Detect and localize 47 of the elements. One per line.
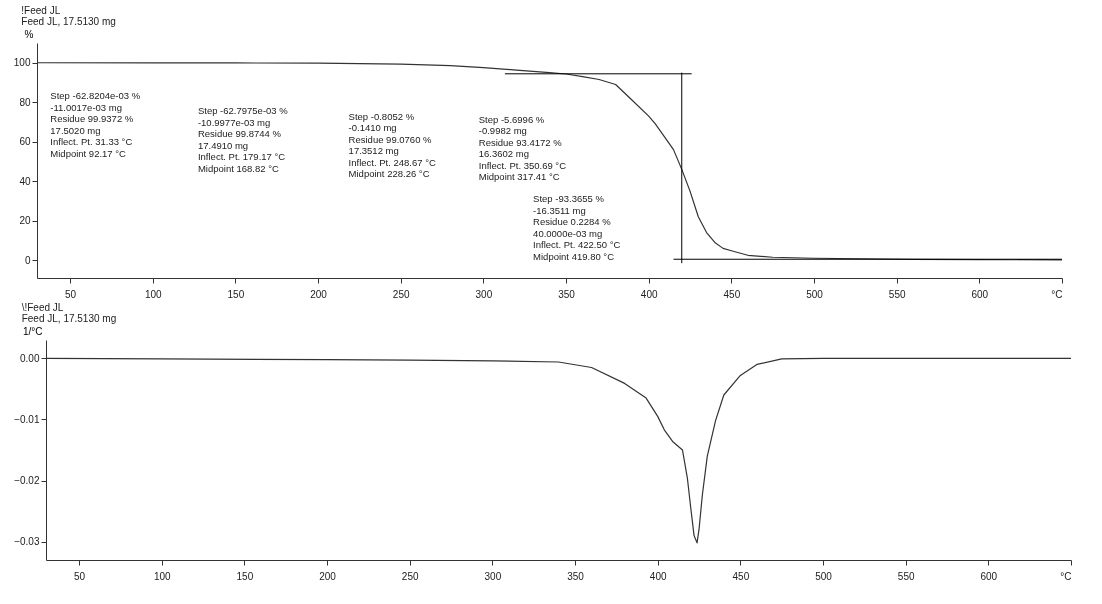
x-tick-label: 500 xyxy=(815,570,833,582)
annotation: Step -5.6996 % -0.9982 mg Residue 93.4172 % 16.3602 mg Inflect. Pt. 350.69 °C Midpoint 317.41 °C xyxy=(478,113,567,183)
y-tick-label: −0.03 xyxy=(14,536,40,548)
x-tick-label: 600 xyxy=(971,288,989,300)
x-tick-label: 600 xyxy=(980,570,998,582)
y-axis-title: % xyxy=(24,28,34,40)
x-tick-label: 400 xyxy=(640,288,658,300)
x-tick-label: 500 xyxy=(806,288,824,300)
x-tick-label: 450 xyxy=(723,288,741,300)
y-tick-label: 0.00 xyxy=(20,352,40,364)
x-tick-label: 550 xyxy=(888,288,906,300)
chart-title: \!Feed JL xyxy=(21,302,64,313)
x-tick-label: 150 xyxy=(236,570,254,582)
y-tick-label: 60 xyxy=(19,136,31,148)
x-tick-label: 350 xyxy=(558,288,576,300)
y-tick-label: 100 xyxy=(13,57,31,69)
annotation: Step -0.8052 % -0.1410 mg Residue 99.0760 % 17.3512 mg Inflect. Pt. 248.67 °C Midpoint 228.26 °C xyxy=(348,110,436,180)
x-tick-label: 100 xyxy=(153,570,172,582)
x-tick-label: 250 xyxy=(401,570,419,582)
x-tick-label: °C xyxy=(1051,288,1063,300)
x-tick-label: 150 xyxy=(227,288,245,300)
annotation: Step -62.8204e-03 % -11.0017e-03 mg Residue 99.9372 % 17.5020 mg Inflect. Pt. 31.33 °C Midpoint 92.17 °C xyxy=(50,90,141,159)
y-tick-label: 40 xyxy=(19,175,31,187)
annotation: Step -62.7975e-03 % -10.9977e-03 mg Residue 99.8744 % 17.4910 mg Inflect. Pt. 179.17 °C Midpoint 168.82 °C xyxy=(197,105,289,174)
x-tick-label: 50 xyxy=(65,288,77,300)
x-tick-label: 200 xyxy=(319,570,337,582)
x-tick-label: 300 xyxy=(475,288,493,300)
chart-subtitle: Feed JL, 17.5130 mg xyxy=(21,16,116,27)
y-tick-label: 20 xyxy=(19,215,31,227)
x-tick-label: 350 xyxy=(567,570,585,582)
x-tick-label: °C xyxy=(1060,570,1072,582)
x-tick-label: 450 xyxy=(732,570,750,582)
x-tick-label: 400 xyxy=(649,570,667,582)
y-axis-title: 1/°C xyxy=(22,325,43,337)
chart-title: !Feed JL xyxy=(21,5,61,16)
x-tick-label: 200 xyxy=(310,288,328,300)
x-tick-label: 300 xyxy=(484,570,502,582)
y-tick-label: 80 xyxy=(19,96,31,108)
x-tick-label: 250 xyxy=(392,288,410,300)
chart-subtitle: Feed JL, 17.5130 mg xyxy=(21,313,117,324)
annotation: Step -93.3655 % -16.3511 mg Residue 0.2284 % 40.0000e-03 mg Inflect. Pt. 422.50 °C Midpoint 419.80 °C xyxy=(533,193,621,262)
y-tick-label: −0.02 xyxy=(14,475,40,487)
x-tick-label: 550 xyxy=(897,570,915,582)
x-tick-label: 100 xyxy=(144,288,163,300)
y-tick-label: 0 xyxy=(24,254,31,266)
x-tick-label: 50 xyxy=(74,570,86,582)
y-tick-label: −0.01 xyxy=(14,413,40,425)
